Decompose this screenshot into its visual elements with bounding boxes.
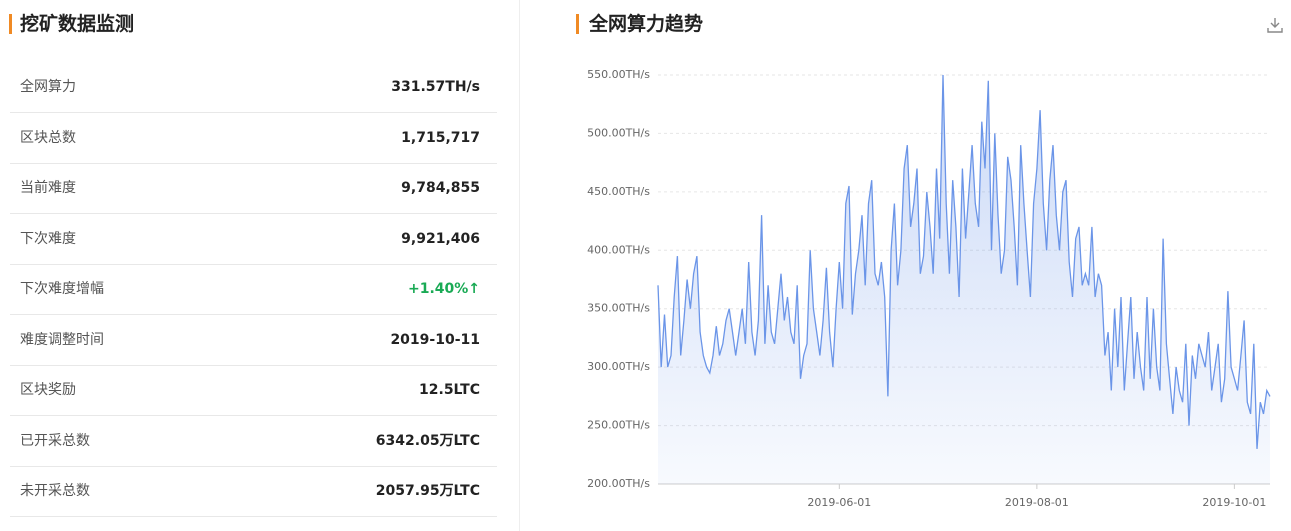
y-tick-label: 500.00TH/s (587, 126, 650, 139)
chart: 200.00TH/s 250.00TH/s 300.00TH/s 350.00TH/s… (587, 68, 1271, 509)
row-label: 下次难度 (20, 230, 76, 247)
x-tick-label: 2019-10-01 (1202, 496, 1266, 509)
row-value: 331.57TH/s (391, 79, 480, 95)
divider (519, 0, 520, 531)
title-accent (9, 14, 12, 34)
row-divider (10, 465, 497, 467)
chart-title: 全网算力趋势 (589, 13, 704, 35)
row-divider (10, 112, 497, 113)
row-divider (10, 516, 497, 517)
row-label: 未开采总数 (20, 483, 90, 499)
line (657, 74, 1271, 449)
row-divider (10, 162, 497, 164)
row-value: 6342.05万LTC (375, 432, 480, 449)
y-tick-label: 300.00TH/s (587, 360, 650, 373)
row-divider (10, 213, 497, 214)
y-tick-label: 350.00TH/s (587, 302, 650, 315)
y-tick-label: 550.00TH/s (587, 68, 650, 81)
y-tick-label: 400.00TH/s (587, 243, 650, 256)
row-divider (10, 364, 497, 366)
row-value: 12.5LTC (419, 382, 480, 398)
y-tick-label: 200.00TH/s (587, 477, 650, 490)
row-label: 已开采总数 (20, 432, 90, 449)
row-value: 1,715,717 (401, 129, 480, 146)
x-tick-label: 2019-08-01 (1005, 496, 1069, 509)
row-label: 当前难度 (20, 180, 76, 196)
row-value: +1.40%↑ (407, 281, 480, 297)
row-label: 全网算力 (20, 79, 76, 95)
panel-title: 挖矿数据监测 (20, 13, 135, 35)
row-divider (10, 263, 497, 265)
y-tick-label: 250.00TH/s (587, 419, 650, 432)
row-value: 2057.95万LTC (375, 483, 480, 499)
row-label: 难度调整时间 (20, 331, 104, 348)
row-value: 9,921,406 (401, 230, 480, 247)
row-label: 下次难度增幅 (20, 281, 104, 297)
row-value: 9,784,855 (401, 180, 480, 196)
row-divider (10, 314, 497, 315)
row-label: 区块总数 (20, 129, 76, 146)
row-value: 2019-10-11 (390, 331, 480, 348)
title-accent (576, 14, 579, 34)
area (658, 75, 1270, 484)
x-tick-label: 2019-06-01 (807, 496, 871, 509)
y-tick-label: 450.00TH/s (587, 185, 650, 198)
download-button[interactable] (1266, 16, 1284, 34)
row-divider (10, 415, 497, 416)
row-label: 区块奖励 (20, 382, 76, 398)
